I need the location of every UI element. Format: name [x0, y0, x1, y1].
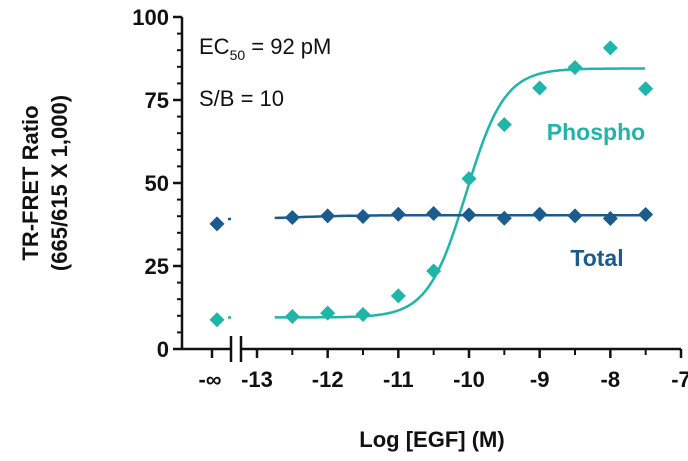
x-tick-label: -12 [312, 367, 344, 392]
ec50-annotation: EC50 = 92 pM [199, 34, 331, 63]
x-tick-label: -7 [671, 367, 688, 392]
data-point-total [638, 207, 654, 223]
x-tick-label: -11 [383, 367, 414, 392]
data-point-total [390, 206, 406, 222]
ec50-value: = 92 pM [245, 34, 331, 59]
x-axis-title: Log [EGF] (M) [359, 427, 504, 452]
series-labels: Phospho Total [547, 119, 645, 271]
x-tick-label: -9 [530, 367, 550, 392]
data-point-phospho [496, 117, 512, 133]
x-tick-label: -10 [453, 367, 485, 392]
y-tick-label: 75 [145, 88, 169, 113]
y-axis-title-line1: TR-FRET Ratio [18, 105, 43, 260]
data-point-phospho [355, 306, 371, 322]
data-point-total-zero [209, 216, 225, 232]
data-point-phospho [602, 40, 618, 56]
data-point-total [355, 209, 371, 225]
y-axis-title-line2: (665/615 X 1,000) [47, 95, 72, 271]
sb-annotation: S/B = 10 [199, 86, 284, 111]
data-point-phospho [320, 305, 336, 321]
data-point-total [567, 208, 583, 224]
data-points [209, 40, 654, 328]
data-point-total [284, 210, 300, 226]
y-tick-label: 0 [157, 337, 169, 362]
data-point-total [532, 206, 548, 222]
fit-curve-total [274, 213, 645, 220]
axes: 0 25 50 75 100 -13 -12 -11 -10 -9 -8 -7 -∞ [132, 5, 688, 392]
x-tick-label: -8 [601, 367, 621, 392]
data-point-total [461, 207, 477, 223]
data-point-total [426, 206, 442, 222]
data-point-phospho [426, 263, 442, 279]
y-tick-label: 50 [145, 171, 169, 196]
data-point-phospho [284, 308, 300, 324]
x-tick-label-infinity: -∞ [198, 367, 221, 392]
data-point-phospho [390, 288, 406, 304]
series-label-phospho: Phospho [547, 119, 645, 145]
y-tick-label: 25 [145, 254, 169, 279]
fit-curve-phospho [274, 67, 645, 319]
y-axis-title: TR-FRET Ratio (665/615 X 1,000) [18, 95, 72, 271]
series-label-total: Total [570, 245, 623, 271]
data-point-phospho [567, 59, 583, 75]
y-tick-label: 100 [132, 5, 169, 30]
data-point-total [602, 211, 618, 227]
ec50-subscript: 50 [230, 47, 246, 63]
x-tick-label: -13 [241, 367, 273, 392]
data-point-total [320, 208, 336, 224]
data-point-phospho [532, 80, 548, 96]
data-point-phospho [461, 171, 477, 187]
data-point-phospho-zero [209, 312, 225, 328]
ec50-prefix: EC [199, 34, 230, 59]
data-point-total [496, 210, 512, 226]
data-point-phospho [638, 81, 654, 97]
fit-curves [228, 67, 645, 319]
